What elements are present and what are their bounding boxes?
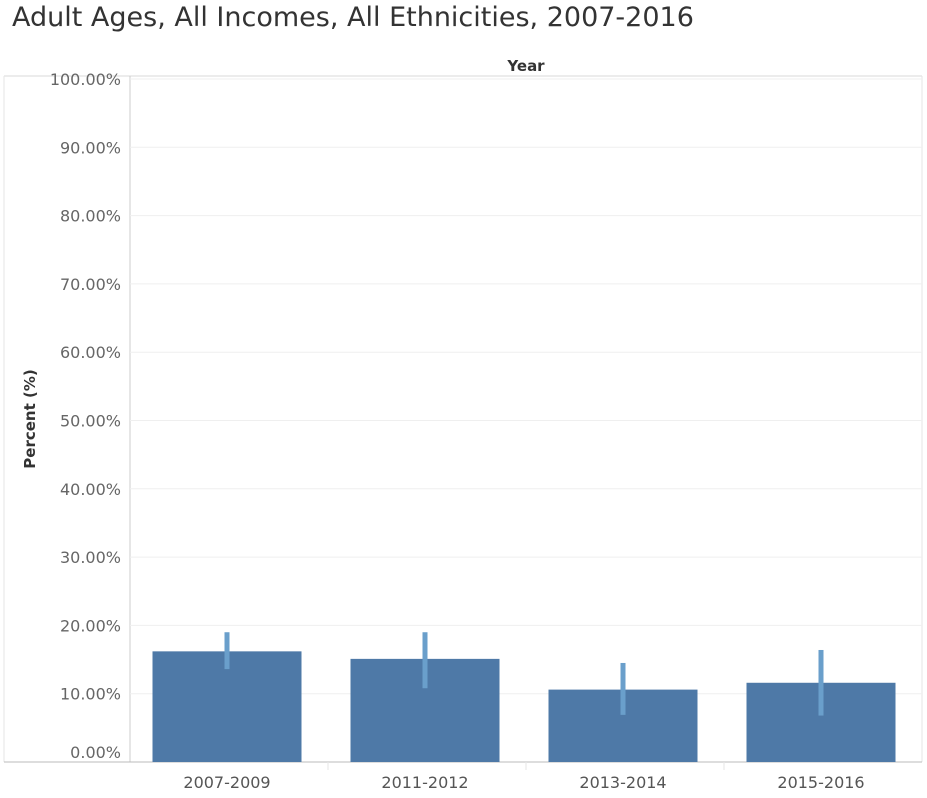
bars [152, 651, 896, 762]
x-tick-label: 2007-2009 [183, 773, 270, 792]
y-tick-label: 10.00% [60, 685, 121, 704]
error-bar [620, 662, 626, 715]
error-bar [818, 649, 824, 716]
x-tick-label: 2013-2014 [579, 773, 666, 792]
y-tick-label: 50.00% [60, 412, 121, 431]
y-tick-label: 70.00% [60, 275, 121, 294]
y-tick-label: 60.00% [60, 343, 121, 362]
x-tick-label: 2011-2012 [381, 773, 468, 792]
y-ticks: 0.00% 10.00% 20.00% 30.00% 40.00% 50.00% 60.00… [50, 70, 121, 762]
chart-frame: Year Percent (%) [3, 57, 923, 763]
error-bars [224, 632, 824, 716]
chart-title: Adult Ages, All Incomes, All Ethnicities… [12, 2, 694, 33]
column-header: Year [506, 57, 545, 75]
y-tick-label: 0.00% [70, 743, 121, 762]
error-bar [224, 632, 230, 670]
y-tick-label: 30.00% [60, 548, 121, 567]
x-ticks: 2007-2009 2011-2012 2013-2014 2015-2016 [183, 762, 865, 792]
y-tick-label: 90.00% [60, 138, 121, 157]
error-bar [422, 632, 428, 689]
y-tick-label: 80.00% [60, 207, 121, 226]
bar [152, 651, 302, 762]
y-tick-label: 100.00% [50, 70, 121, 89]
y-axis-label: Percent (%) [21, 369, 39, 468]
y-tick-label: 20.00% [60, 616, 121, 635]
y-tick-label: 40.00% [60, 480, 121, 499]
x-tick-label: 2015-2016 [777, 773, 864, 792]
gridlines [130, 78, 922, 695]
